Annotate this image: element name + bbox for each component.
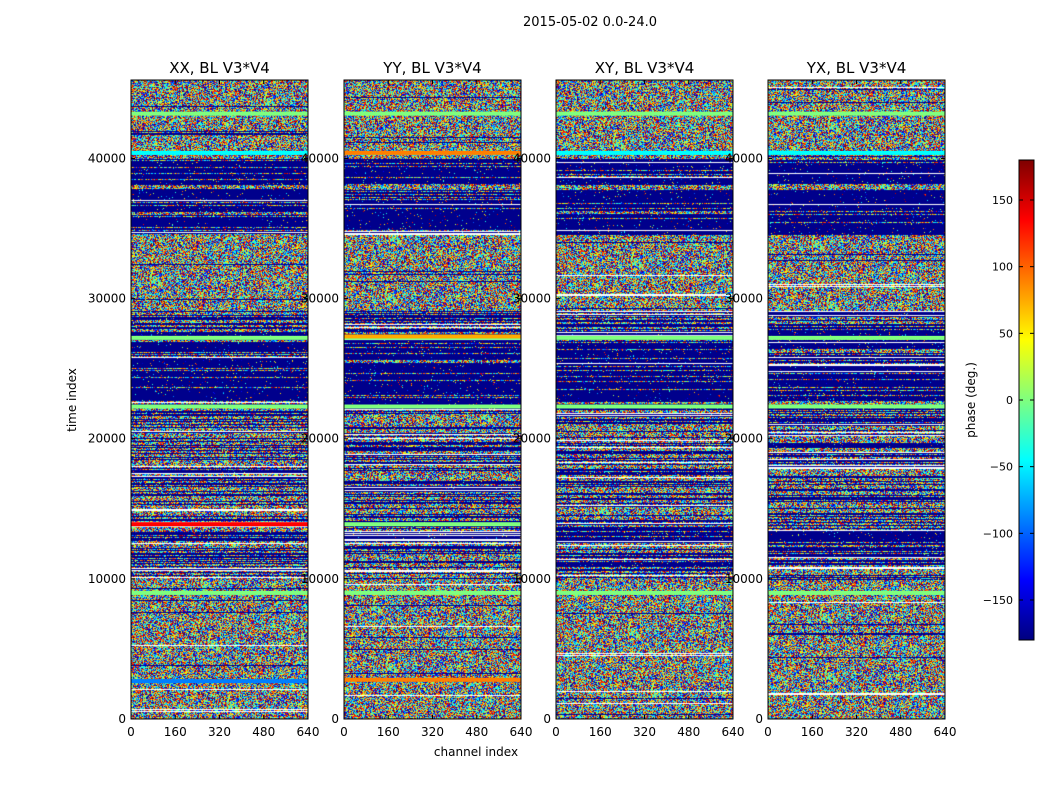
colorbar-tick-label: −50 [990,461,1013,474]
y-tick-label: 30000 [725,292,763,306]
x-tick-label: 160 [801,725,824,739]
band-line [131,404,308,409]
x-tick-label: 0 [552,725,560,739]
y-tick-label: 40000 [725,151,763,165]
figure-suptitle: 2015-05-02 0.0-24.0 [523,15,657,30]
panels-group: XX, BL V3*V4 0 160 320 480 640 0 10000 20000 3000… [88,59,957,739]
x-tick-label: 320 [845,725,868,739]
x-tick-label: 320 [633,725,656,739]
y-tick-label: 40000 [513,151,551,165]
band-line [556,335,733,340]
colorbar: 150 100 50 0 −50 −100 −150 phase (deg.) [964,159,1035,641]
heatmap-image [556,80,733,719]
x-tick-label: 640 [934,725,957,739]
band-line [768,590,945,595]
panel-xy: XY, BL V3*V4 0 160 320 480 640 0 10000 20000 3000… [513,59,745,739]
band-line [131,679,308,684]
x-tick-label: 0 [127,725,135,739]
band-line [556,111,733,116]
colorbar-tick-label: 0 [1006,394,1013,407]
y-tick-label: 30000 [301,292,339,306]
x-tick-label: 320 [208,725,231,739]
colorbar-tick-label: 150 [992,194,1013,207]
x-tick-label: 640 [297,725,320,739]
panel-title: XX, BL V3*V4 [169,59,270,77]
band-line [768,111,945,116]
band-line [768,404,945,409]
panel-title: YY, BL V3*V4 [382,59,481,77]
band-line [556,590,733,595]
band-line [556,404,733,409]
y-tick-label: 20000 [725,432,763,446]
panel-title: XY, BL V3*V4 [595,59,695,77]
y-tick-label: 30000 [513,292,551,306]
band-line [344,111,521,116]
band-line [344,522,521,527]
y-tick-label: 0 [755,712,763,726]
band-line [768,335,945,340]
band-line [344,677,521,682]
band-line [131,150,308,155]
band-line [344,590,521,595]
x-tick-label: 320 [421,725,444,739]
y-tick-label: 10000 [301,572,339,586]
x-tick-label: 160 [589,725,612,739]
y-tick-label: 40000 [301,151,339,165]
band-line [344,404,521,409]
x-tick-label: 640 [510,725,533,739]
y-tick-label: 10000 [513,572,551,586]
y-tick-label: 20000 [513,432,551,446]
x-tick-label: 480 [465,725,488,739]
x-tick-label: 0 [340,725,348,739]
band-line [131,111,308,116]
y-tick-label: 0 [118,712,126,726]
x-tick-label: 480 [677,725,700,739]
colorbar-tick-label: −100 [983,527,1013,540]
y-tick-label: 0 [331,712,339,726]
y-tick-label: 10000 [88,572,126,586]
x-tick-label: 160 [377,725,400,739]
panel-xx: XX, BL V3*V4 0 160 320 480 640 0 10000 20000 3000… [88,59,320,739]
band-line [131,590,308,595]
band-line [768,150,945,155]
colorbar-label: phase (deg.) [964,362,978,438]
band-line [131,335,308,340]
band-line [344,150,521,155]
x-axis-label: channel index [434,745,518,759]
x-tick-label: 160 [164,725,187,739]
panel-yy: YY, BL V3*V4 0 160 320 480 640 0 10000 20000 3000… [301,59,533,739]
colorbar-tick-label: 50 [999,327,1013,340]
x-tick-label: 480 [252,725,275,739]
y-tick-label: 20000 [88,432,126,446]
band-line [344,334,521,339]
x-tick-label: 0 [764,725,772,739]
x-tick-label: 640 [722,725,745,739]
panel-title: YX, BL V3*V4 [806,59,907,77]
y-tick-label: 30000 [88,292,126,306]
heatmap-image [131,80,308,719]
y-tick-label: 40000 [88,151,126,165]
colorbar-ticks: 150 100 50 0 −50 −100 −150 [983,194,1034,607]
x-tick-label: 480 [889,725,912,739]
y-tick-label: 20000 [301,432,339,446]
y-axis-label: time index [65,368,79,432]
y-tick-label: 0 [543,712,551,726]
heatmap-image [344,80,521,719]
colorbar-tick-label: −150 [983,594,1013,607]
colorbar-tick-label: 100 [992,261,1013,274]
y-tick-label: 10000 [725,572,763,586]
heatmap-image [768,80,945,719]
panel-yx: YX, BL V3*V4 0 160 320 480 640 0 10000 20000 3000… [725,59,957,739]
band-line [556,150,733,155]
band-line [131,522,308,527]
